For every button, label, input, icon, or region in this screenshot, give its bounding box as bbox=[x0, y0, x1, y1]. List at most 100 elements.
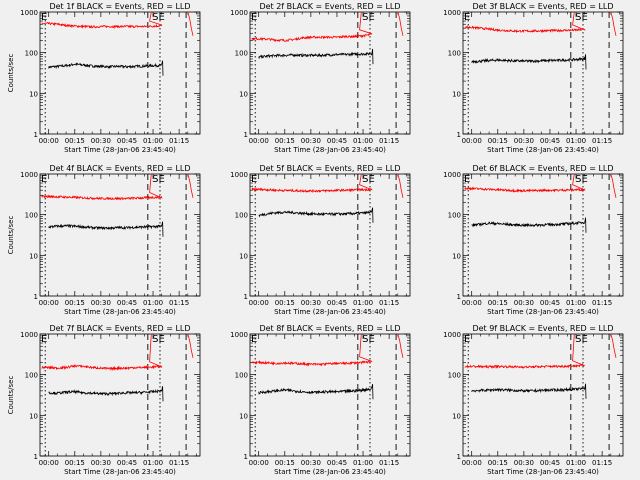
x-tick-label: 00:30 bbox=[91, 299, 111, 307]
x-axis-label: Start Time (28-Jan-06 23:45:40) bbox=[274, 468, 386, 476]
x-axis-label: Start Time (28-Jan-06 23:45:40) bbox=[64, 468, 176, 476]
y-tick-label: 1000 bbox=[20, 9, 38, 17]
y-tick-label: 10 bbox=[29, 412, 38, 420]
annotation-se: SE bbox=[152, 174, 165, 185]
event-rate-series bbox=[471, 383, 587, 399]
chart-panel-5: Det 5f BLACK = Events, RED = LLD Start Ti… bbox=[230, 164, 411, 316]
y-axis-label: Counts/sec bbox=[7, 376, 15, 415]
x-tick-label: 00:15 bbox=[488, 459, 508, 467]
chart-title: Det 7f BLACK = Events, RED = LLD bbox=[49, 324, 190, 333]
x-tick-label: 00:00 bbox=[39, 459, 59, 467]
y-tick-label: 100 bbox=[25, 212, 38, 220]
x-tick-label: 01:15 bbox=[592, 299, 612, 307]
y-axis-label: Counts/sec bbox=[7, 54, 15, 93]
x-tick-label: 00:00 bbox=[462, 459, 482, 467]
y-tick-label: 1000 bbox=[20, 171, 38, 179]
annotation-e: E bbox=[251, 334, 257, 345]
annotation-se: SE bbox=[152, 334, 165, 345]
y-tick-label: 10 bbox=[239, 90, 248, 98]
x-tick-label: 00:30 bbox=[301, 137, 321, 145]
event-rate-series bbox=[48, 221, 164, 237]
chart-panel-9: Det 9f BLACK = Events, RED = LLD Start Ti… bbox=[443, 324, 624, 476]
y-tick-label: 1 bbox=[34, 453, 38, 461]
x-tick-label: 00:45 bbox=[117, 299, 137, 307]
annotation-se: SE bbox=[152, 12, 165, 23]
annotation-se: SE bbox=[362, 334, 375, 345]
y-tick-label: 1 bbox=[34, 131, 38, 139]
x-tick-label: 00:00 bbox=[462, 137, 482, 145]
x-tick-label: 00:00 bbox=[249, 459, 269, 467]
annotation-e: E bbox=[251, 174, 257, 185]
chart-title: Det 1f BLACK = Events, RED = LLD bbox=[49, 2, 190, 11]
x-tick-label: 01:00 bbox=[566, 137, 586, 145]
chart-title: Det 5f BLACK = Events, RED = LLD bbox=[259, 164, 400, 173]
annotation-e: E bbox=[464, 174, 470, 185]
lld-rate-tail bbox=[397, 11, 404, 36]
x-tick-label: 00:15 bbox=[65, 299, 85, 307]
lld-rate-series bbox=[251, 11, 373, 43]
x-tick-label: 00:45 bbox=[540, 459, 560, 467]
y-tick-label: 1 bbox=[244, 131, 248, 139]
plot-frame bbox=[462, 333, 624, 457]
y-tick-label: 100 bbox=[25, 372, 38, 380]
y-tick-label: 100 bbox=[448, 212, 461, 220]
event-rate-series bbox=[258, 384, 374, 400]
y-tick-label: 100 bbox=[235, 50, 248, 58]
plot-frame bbox=[462, 173, 624, 297]
x-tick-label: 00:30 bbox=[91, 459, 111, 467]
event-rate-series bbox=[471, 54, 587, 70]
x-axis-label: Start Time (28-Jan-06 23:45:40) bbox=[64, 308, 176, 316]
y-tick-label: 10 bbox=[29, 252, 38, 260]
x-tick-label: 01:15 bbox=[592, 137, 612, 145]
x-tick-label: 01:15 bbox=[379, 459, 399, 467]
chart-panel-1: Det 1f BLACK = Events, RED = LLD Counts/s… bbox=[7, 2, 201, 154]
annotation-se: SE bbox=[362, 174, 375, 185]
lld-rate-tail bbox=[187, 333, 194, 358]
chart-panel-6: Det 6f BLACK = Events, RED = LLD Start Ti… bbox=[443, 164, 624, 316]
lld-rate-series bbox=[464, 11, 586, 34]
x-tick-label: 00:45 bbox=[327, 299, 347, 307]
y-tick-label: 100 bbox=[235, 372, 248, 380]
x-tick-label: 00:45 bbox=[540, 299, 560, 307]
x-tick-label: 00:00 bbox=[39, 137, 59, 145]
x-tick-label: 00:30 bbox=[514, 137, 534, 145]
x-tick-label: 01:00 bbox=[566, 299, 586, 307]
y-tick-label: 1 bbox=[244, 453, 248, 461]
y-tick-label: 1000 bbox=[230, 331, 248, 339]
x-axis-label: Start Time (28-Jan-06 23:45:40) bbox=[274, 308, 386, 316]
y-tick-label: 1000 bbox=[443, 171, 461, 179]
lld-rate-tail bbox=[610, 333, 617, 358]
x-tick-label: 00:30 bbox=[91, 137, 111, 145]
y-tick-label: 1 bbox=[457, 453, 461, 461]
x-tick-label: 01:00 bbox=[143, 299, 163, 307]
plot-frame bbox=[39, 173, 201, 297]
x-tick-label: 00:15 bbox=[488, 299, 508, 307]
x-tick-label: 01:15 bbox=[169, 459, 189, 467]
x-tick-label: 01:00 bbox=[143, 137, 163, 145]
plot-frame bbox=[39, 333, 201, 457]
y-tick-label: 1 bbox=[244, 293, 248, 301]
annotation-se: SE bbox=[362, 12, 375, 23]
lld-rate-series bbox=[464, 173, 586, 194]
y-tick-label: 10 bbox=[452, 412, 461, 420]
lld-rate-tail bbox=[610, 173, 617, 198]
chart-title: Det 6f BLACK = Events, RED = LLD bbox=[472, 164, 613, 173]
x-tick-label: 01:00 bbox=[353, 299, 373, 307]
y-tick-label: 1 bbox=[457, 293, 461, 301]
x-tick-label: 00:15 bbox=[275, 459, 295, 467]
plot-frame bbox=[249, 333, 411, 457]
x-tick-label: 00:00 bbox=[249, 137, 269, 145]
annotation-e: E bbox=[464, 12, 470, 23]
lld-rate-series bbox=[464, 333, 585, 369]
x-tick-label: 00:45 bbox=[540, 137, 560, 145]
x-axis-label: Start Time (28-Jan-06 23:45:40) bbox=[64, 146, 176, 154]
lld-rate-tail bbox=[397, 173, 404, 198]
x-tick-label: 00:15 bbox=[65, 459, 85, 467]
x-tick-label: 00:45 bbox=[327, 137, 347, 145]
chart-panel-4: Det 4f BLACK = Events, RED = LLD Counts/s… bbox=[7, 164, 201, 316]
x-tick-label: 00:45 bbox=[117, 137, 137, 145]
chart-panel-3: Det 3f BLACK = Events, RED = LLD Start Ti… bbox=[443, 2, 624, 154]
x-tick-label: 00:45 bbox=[327, 459, 347, 467]
y-tick-label: 1000 bbox=[20, 331, 38, 339]
